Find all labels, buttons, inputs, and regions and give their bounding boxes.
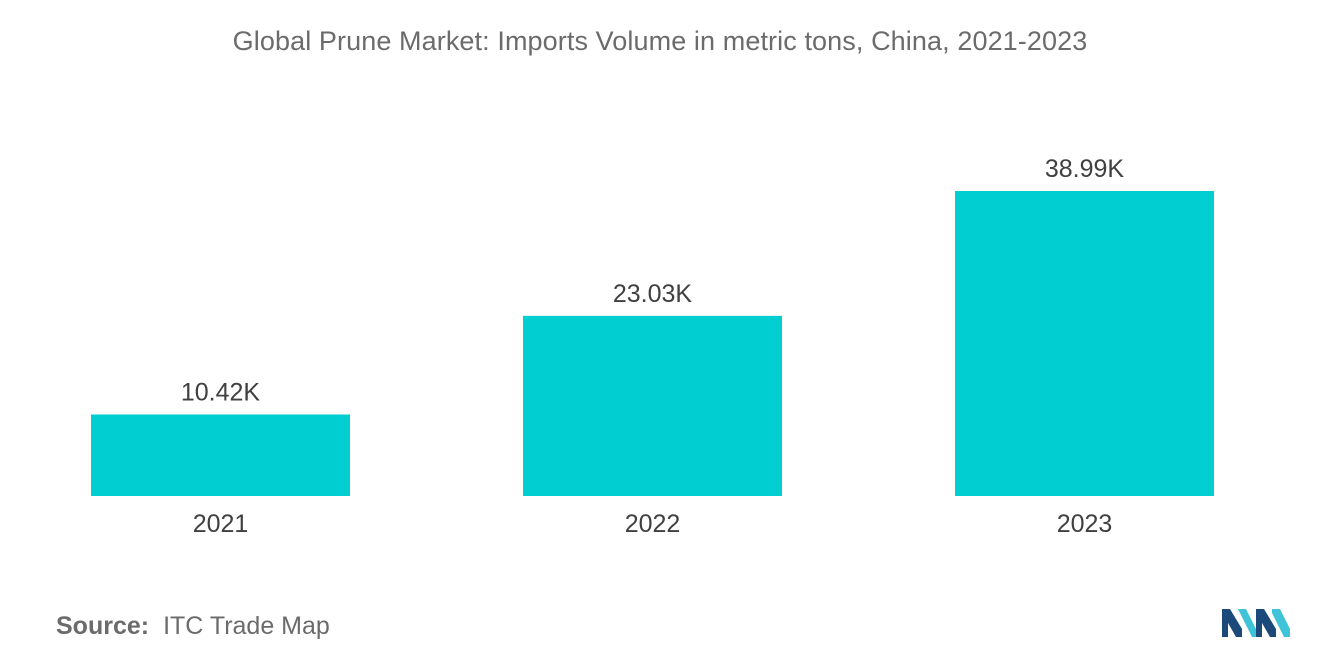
x-tick-label-2021: 2021 (193, 510, 249, 538)
source-label: Source: (56, 612, 150, 640)
bars-layer: 10.42K 2021 23.03K 2022 38.99K 2023 (91, 155, 1214, 538)
chart-title: Global Prune Market: Imports Volume in m… (232, 26, 1088, 56)
x-tick-label-2022: 2022 (625, 510, 681, 538)
data-label-2023: 38.99K (1045, 155, 1125, 183)
bar-chart: 10.42K 2021 23.03K 2022 38.99K 2023 (91, 155, 1214, 538)
bar-2023 (955, 191, 1214, 496)
data-label-2021: 10.42K (181, 378, 261, 406)
x-tick-label-2023: 2023 (1057, 510, 1113, 538)
bar-2021 (91, 414, 350, 496)
source-text: ITC Trade Map (163, 612, 330, 640)
mordor-intelligence-logo-icon (1222, 609, 1290, 637)
bar-2022 (523, 315, 782, 496)
data-label-2022: 23.03K (613, 280, 693, 308)
source-note: Source: ITC Trade Map (56, 612, 330, 641)
